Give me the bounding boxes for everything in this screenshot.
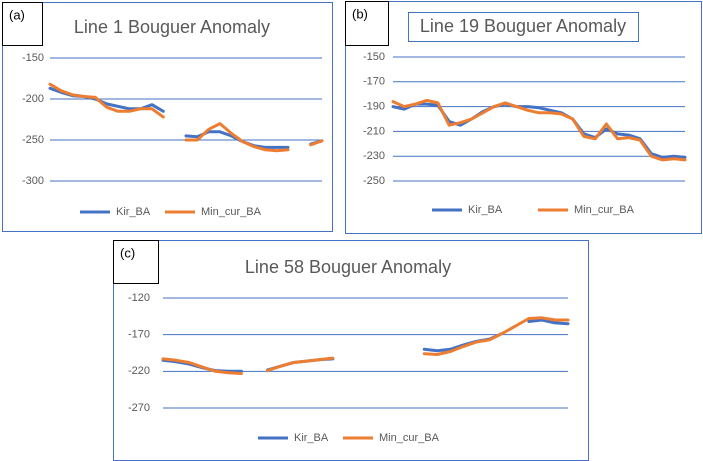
legend-label: Kir_BA <box>468 204 503 216</box>
panel-label: (c) <box>120 245 135 260</box>
y-tick-label: -170 <box>128 329 150 341</box>
chart-title: Line 58 Bouguer Anomaly <box>245 257 451 277</box>
y-tick-label: -300 <box>22 175 44 187</box>
y-tick-label: -220 <box>128 365 150 377</box>
panel-label-box <box>345 1 389 46</box>
legend-label: Kir_BA <box>116 206 151 218</box>
chart-frame <box>113 240 589 461</box>
y-tick-label: -150 <box>363 51 385 63</box>
y-tick-label: -200 <box>22 93 44 105</box>
y-tick-label: -150 <box>22 52 44 64</box>
legend-label: Kir_BA <box>294 432 329 444</box>
legend-label: Min_cur_BA <box>379 432 440 444</box>
legend-label: Min_cur_BA <box>201 206 262 218</box>
y-tick-label: -120 <box>128 292 150 304</box>
panel-label-box <box>2 2 43 46</box>
data-line <box>161 316 570 375</box>
chart-frame <box>2 2 333 232</box>
y-tick-label: -190 <box>363 101 385 113</box>
data-line <box>48 82 324 153</box>
y-tick-label: -230 <box>363 150 385 162</box>
y-tick-label: -210 <box>363 125 385 137</box>
panel-label: (b) <box>352 6 368 21</box>
chart-title: Line 19 Bouguer Anomaly <box>420 16 626 36</box>
y-tick-label: -250 <box>22 134 44 146</box>
title-box <box>408 12 639 42</box>
panel-label-box <box>113 240 159 284</box>
y-tick-label: -250 <box>363 175 385 187</box>
chart-title: Line 1 Bouguer Anomaly <box>74 17 270 37</box>
y-tick-label: -170 <box>363 76 385 88</box>
panel-label: (a) <box>9 7 25 22</box>
legend-label: Min_cur_BA <box>574 204 635 216</box>
chart-frame <box>345 1 702 234</box>
y-tick-label: -270 <box>128 402 150 414</box>
data-line <box>391 98 687 162</box>
